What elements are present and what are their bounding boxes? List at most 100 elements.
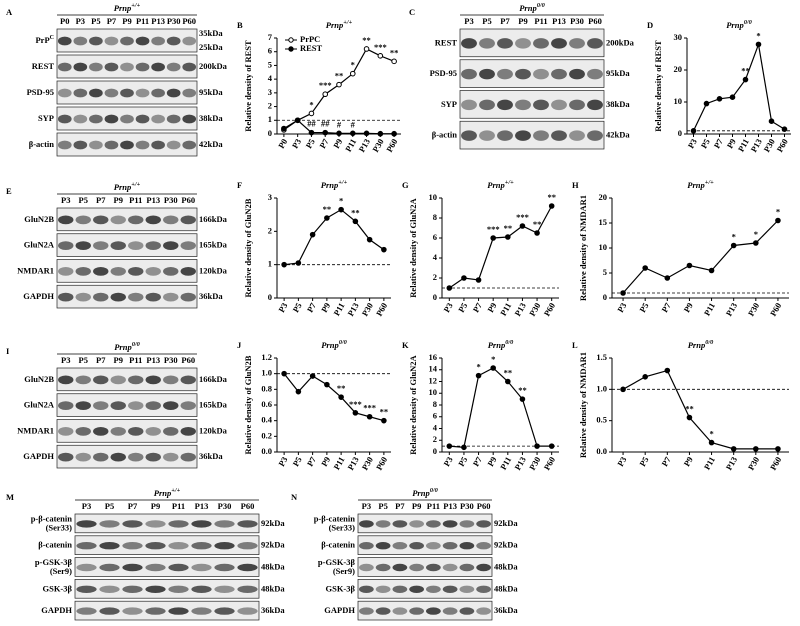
lane-label: P60 [181,195,195,205]
blot-band [57,114,72,124]
x-tick-label: P7 [317,136,331,150]
data-point [352,410,359,416]
significance-label: * [309,99,313,109]
y-tick-label: 0 [268,292,272,302]
y-tick-label: 6 [433,232,437,242]
blot-band [128,401,144,411]
data-point [322,129,329,136]
row-label: p-β-catenin [31,513,73,523]
blot-band [191,585,212,594]
data-point [391,130,397,137]
row-label: NMDAR1 [17,425,54,435]
x-tick-label: P9 [331,137,344,150]
blot-strip [56,393,198,417]
blot-band [128,266,144,276]
blot-band [151,62,165,72]
blot-strip [74,600,260,621]
y-tick-label: 4 [433,422,438,432]
row-label-text: GluN2B [24,214,54,224]
data-point [716,96,723,102]
significance-label: *** [349,399,362,409]
blot-band [497,130,513,141]
blot-band [392,585,408,594]
blot-band [180,241,196,251]
data-point [730,446,737,452]
blot-band [99,585,120,594]
row-label: (Ser33) [46,522,73,532]
blot-band [180,215,196,225]
blot-band [93,266,109,276]
lane-label: P9 [151,501,160,511]
row-label-text: GSK-3β [325,583,355,593]
genotype-name: Prnp [688,340,705,350]
blot-band [497,38,513,49]
data-point [505,378,511,385]
y-tick-label: 10 [429,192,438,202]
significance-label: *** [487,224,500,234]
blot-band [551,99,567,111]
lane-label: P3 [362,501,371,511]
y-tick-label: 10 [674,96,683,106]
series-line [449,367,552,448]
blot-band [104,62,119,72]
data-point [363,46,370,52]
blot-band [58,375,74,385]
data-point [505,234,511,240]
x-tick-label: P3 [290,137,303,150]
blot-band [151,140,165,150]
significance-label: ** [380,407,389,417]
blot-band [75,215,91,225]
data-point [281,370,287,377]
row-label: (Ser33) [329,522,356,532]
row-label: p-β-catenin [314,513,356,523]
y-tick-label: 15 [599,217,608,227]
genotype-name: Prnp [519,3,536,13]
lane-label: P30 [164,195,178,205]
blot-band [58,292,74,302]
data-point [309,231,316,238]
kda-label: 35kDa [199,28,223,38]
blot-strip [74,579,260,599]
data-point [620,290,626,296]
blot-band [214,585,235,594]
blot-band [120,36,134,46]
significance-label: * [491,354,495,364]
lane-label: P13 [195,501,209,511]
blot-band [459,607,475,615]
x-tick-label: P11 [702,455,717,471]
blot-band [569,38,585,49]
blot-band [166,114,181,124]
blot-band [89,36,103,46]
lane-label: P7 [96,195,106,205]
blot-band [515,130,531,141]
row-label-text: β-catenin [321,540,355,550]
data-point [519,396,526,402]
lane-label: P3 [82,501,91,511]
panel-letter: C [409,7,415,17]
significance-label: ** [335,71,344,81]
blot-strip [74,557,260,577]
blot-strip [357,535,493,555]
blot-band [145,541,166,550]
blot-band [57,62,72,72]
data-point [664,367,671,374]
x-tick-label: P3 [276,455,289,468]
blot-band [128,426,144,436]
x-tick-label: P5 [303,137,316,150]
data-point [352,218,359,225]
blot-band [76,541,97,550]
data-point [708,439,715,446]
data-point [295,388,302,395]
blot-band [163,266,179,276]
data-point [664,275,671,281]
blot-band [58,426,74,436]
significance-label: * [476,362,480,372]
data-point [703,100,710,107]
y-axis-label: Relative density of GluN2B [243,198,253,297]
genotype-title: Prnp0/0 [321,339,347,350]
genotype-title: Prnp+/+ [114,181,141,192]
blot-band [89,62,103,72]
lane-label: P11 [534,16,547,26]
